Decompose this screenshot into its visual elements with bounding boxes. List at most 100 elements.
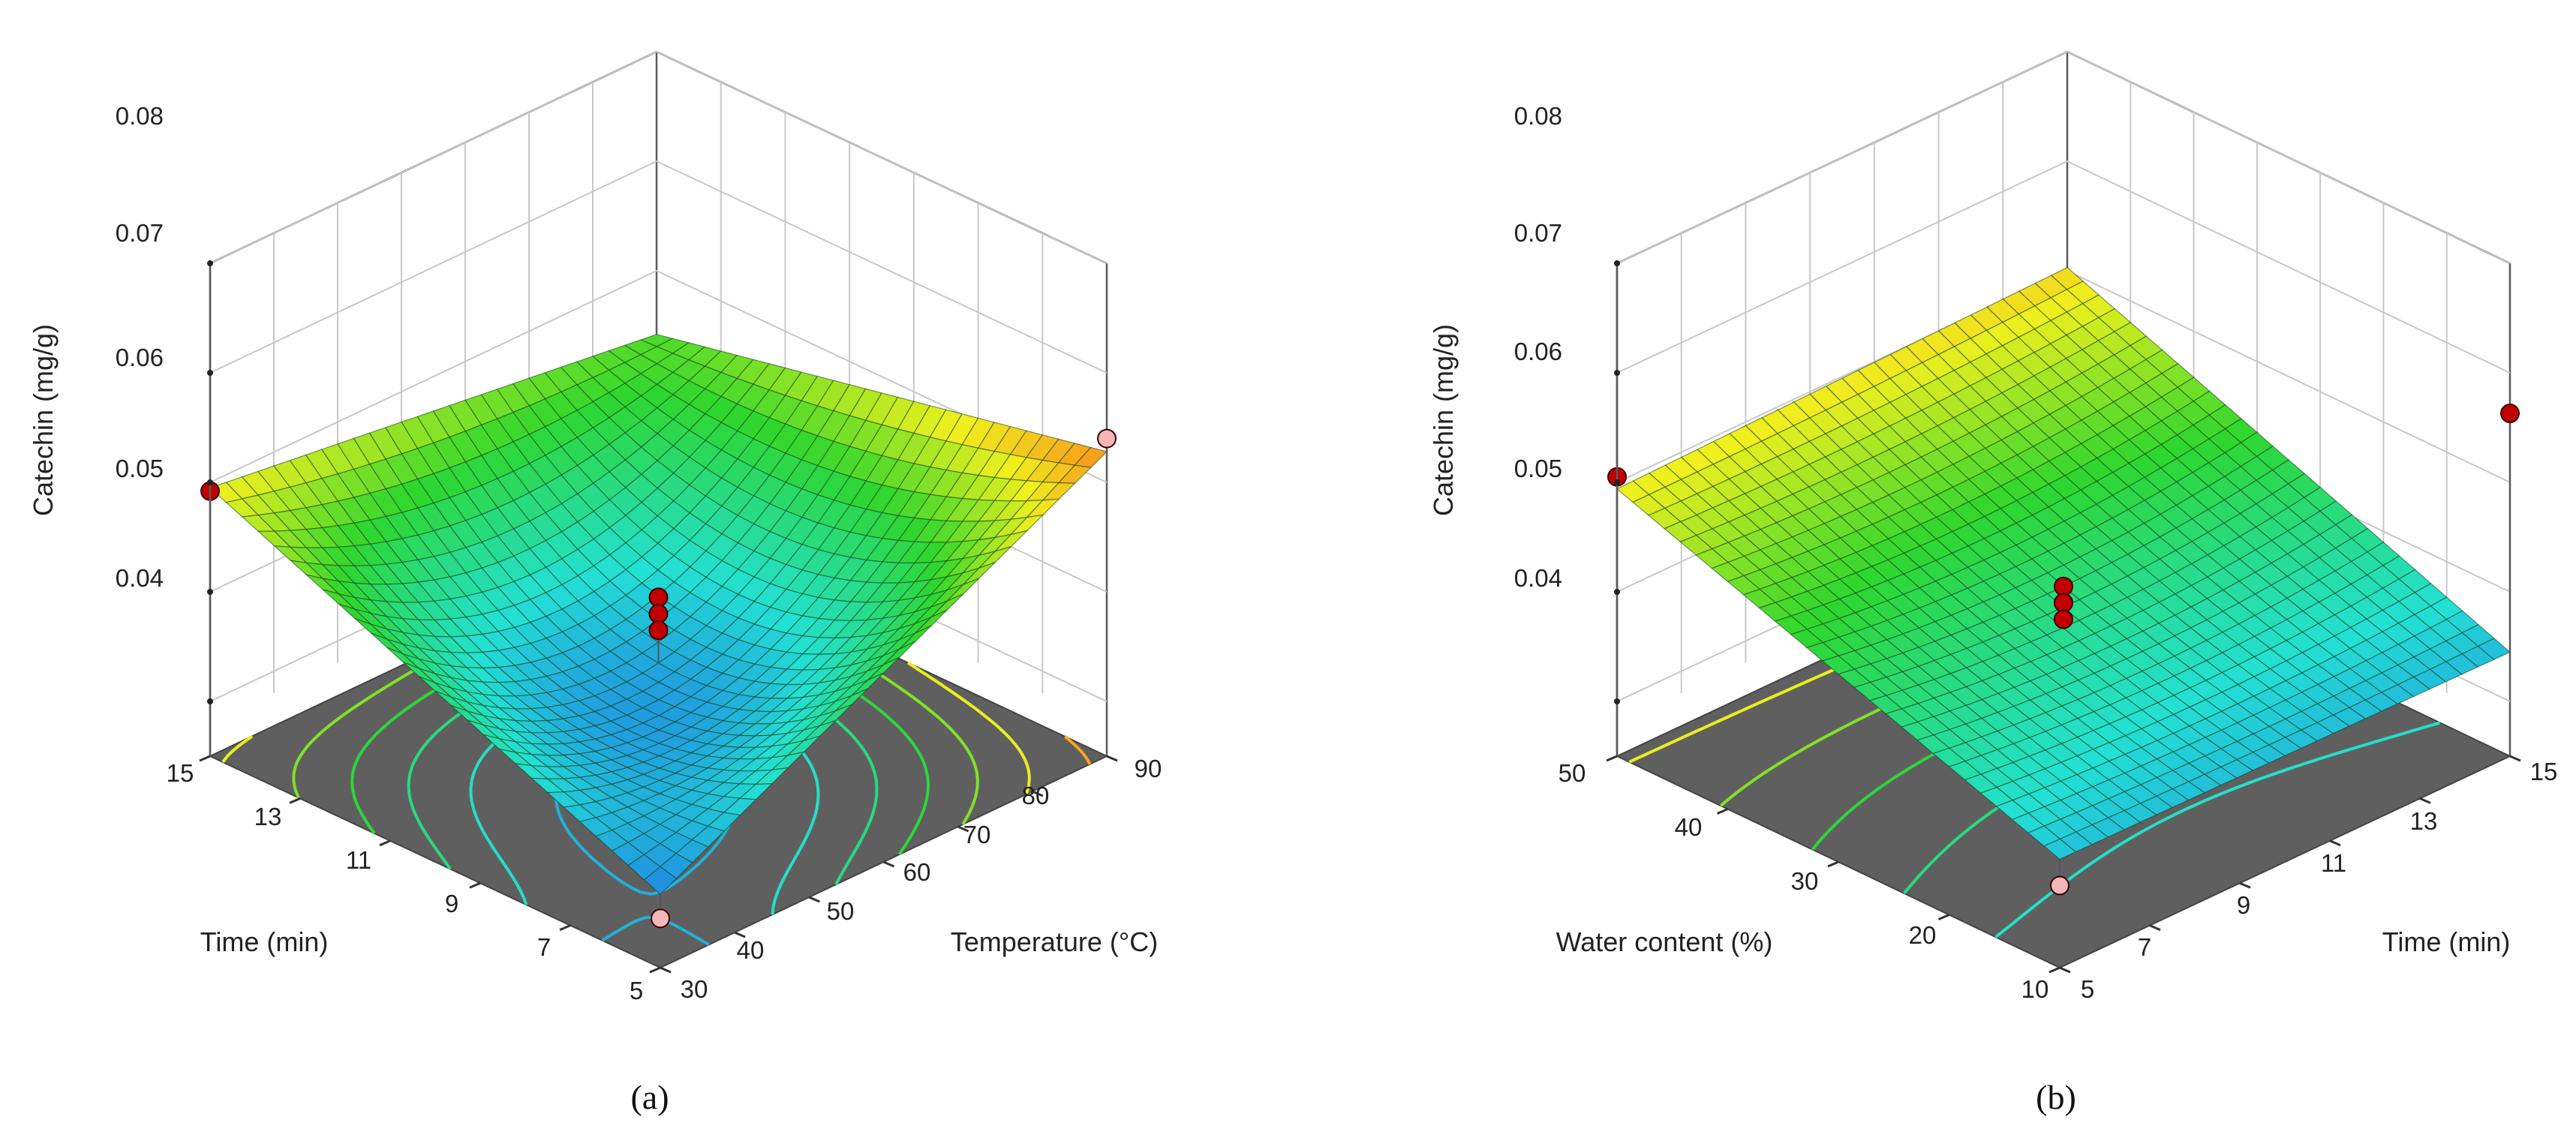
x-tick-mark (559, 924, 571, 931)
x-tick-mark (1716, 808, 1729, 815)
x-tick-label-a: 13 (254, 803, 282, 830)
x-tick-mark (379, 839, 391, 847)
x-axis-label-a: Time (min) (200, 926, 329, 957)
z-tick-mark (1614, 370, 1620, 376)
response-surface-b (1616, 266, 2511, 860)
axes-a (199, 260, 1118, 974)
design-point (2500, 404, 2520, 424)
points-below-a (651, 428, 1117, 929)
z-tick-label-a: 0.04 (116, 564, 164, 592)
x-tick-label-b: 50 (1559, 759, 1586, 787)
y-tick-label-b: 15 (2530, 758, 2558, 785)
y-axis-label-b: Time (min) (2382, 926, 2511, 957)
panel-caption-b: (b) (2036, 1078, 2076, 1116)
z-tick-mark (1614, 260, 1620, 266)
contour-line (221, 661, 1031, 795)
z-tick-label-a: 0.08 (116, 102, 164, 130)
z-tick-mark (1614, 479, 1620, 485)
y-tick-mark (1106, 755, 1118, 762)
design-point (2054, 576, 2073, 596)
y-tick-mark (2239, 881, 2251, 889)
z-tick-label-a: 0.05 (116, 455, 164, 482)
x-tick-label-a: 5 (630, 977, 643, 1004)
contour-line (1063, 735, 1092, 765)
response-surface-a (209, 334, 1108, 896)
z-tick-mark (1614, 698, 1620, 704)
x-tick-mark (2048, 966, 2060, 974)
z-gridline (209, 269, 1108, 483)
z-gridline (1616, 160, 2511, 374)
z-tick-mark (1614, 589, 1620, 595)
x-tick-label-a: 11 (346, 846, 371, 874)
design-point (1097, 428, 1117, 449)
x-tick-label-a: 7 (537, 933, 551, 961)
design-point (648, 587, 669, 608)
z-tick-mark (207, 260, 213, 266)
x-tick-mark (1937, 914, 1950, 920)
y-tick-label-b: 11 (2321, 849, 2346, 877)
z-tick-mark (207, 479, 213, 485)
design-point (651, 908, 670, 929)
z-tick-label-a: 0.06 (116, 344, 164, 371)
points-above-a (200, 481, 669, 663)
x-tick-mark (469, 881, 481, 889)
z-tick-mark (207, 698, 213, 704)
y-tick-label-a: 70 (963, 821, 991, 848)
z-tick-label-b: 0.05 (1514, 455, 1562, 482)
panel-caption-a: (a) (630, 1078, 669, 1116)
y-tick-label-a: 80 (1022, 782, 1050, 809)
x-axis-label-b: Water content (%) (1556, 926, 1773, 957)
y-tick-mark (2149, 924, 2161, 931)
surface-plot-a: 0.04 0.05 0.06 0.07 0.08 Catechin (mg/g)… (28, 50, 1162, 1116)
z-tick-mark (207, 370, 213, 376)
x-tick-label-b: 40 (1675, 813, 1703, 841)
x-tick-label-b: 30 (1791, 867, 1819, 895)
surface-plot-b: 0.04 0.05 0.06 0.07 0.08 Catechin (mg/g)… (1428, 50, 2558, 1116)
z-tick-label-a: 0.07 (116, 219, 164, 247)
z-gridline (1616, 50, 2511, 264)
y-tick-mark (882, 860, 895, 868)
z-tick-mark (207, 589, 213, 595)
axes-b (1606, 260, 2521, 974)
design-point (648, 604, 669, 624)
x-tick-mark (289, 797, 301, 804)
x-tick-mark (1606, 755, 1618, 762)
x-tick-label-b: 10 (2021, 975, 2049, 1003)
y-tick-label-b: 7 (2138, 933, 2151, 961)
surface-cell (2042, 838, 2077, 860)
y-tick-label-a: 50 (827, 897, 855, 925)
y-tick-mark (2419, 797, 2431, 804)
wall-top-edge (1616, 50, 2511, 265)
design-point (2054, 593, 2073, 613)
surface-cell (643, 866, 678, 896)
wall-top-edge (209, 50, 1108, 265)
y-tick-mark (957, 825, 969, 833)
y-tick-label-a: 90 (1135, 755, 1162, 782)
design-point (648, 620, 669, 641)
y-tick-mark (2329, 839, 2341, 847)
z-axis-label-a: Catechin (mg/g) (28, 324, 59, 516)
y-tick-label-a: 60 (903, 858, 931, 886)
x-tick-label-a: 15 (167, 759, 194, 787)
x-tick-mark (199, 755, 211, 762)
y-tick-mark (660, 966, 672, 974)
x-tick-mark (649, 966, 661, 974)
z-tick-label-b: 0.08 (1514, 102, 1562, 130)
x-tick-mark (1827, 860, 1839, 868)
y-tick-mark (1032, 790, 1044, 797)
design-point (2054, 609, 2073, 629)
y-tick-mark (808, 896, 820, 903)
x-tick-label-a: 9 (445, 890, 458, 917)
z-gridline (209, 160, 1108, 374)
z-tick-label-b: 0.06 (1514, 338, 1562, 365)
z-gridline (209, 50, 1108, 264)
y-tick-label-b: 9 (2237, 891, 2250, 919)
design-point (2050, 875, 2070, 896)
z-axis-label-b: Catechin (mg/g) (1428, 324, 1459, 516)
y-tick-label-a: 30 (681, 975, 708, 1003)
y-tick-label-a: 40 (737, 936, 765, 964)
y-tick-mark (2059, 966, 2071, 974)
z-tick-label-b: 0.04 (1514, 564, 1562, 592)
y-axis-label-a: Temperature (°C) (951, 926, 1158, 957)
